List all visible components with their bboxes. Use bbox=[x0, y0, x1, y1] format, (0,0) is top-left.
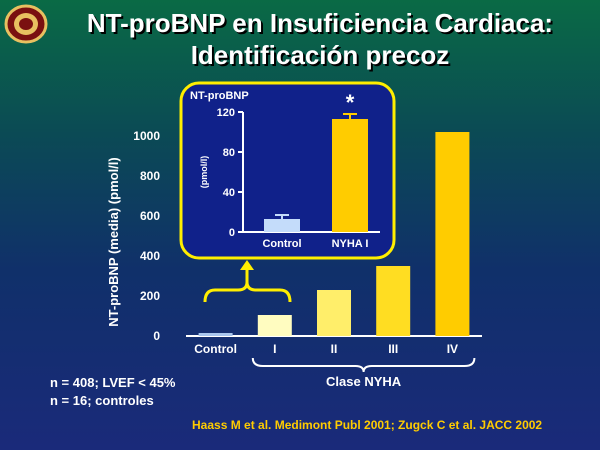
inset-y-tick-label-0: 0 bbox=[229, 227, 235, 239]
main-x-tick-label-4: IV bbox=[447, 342, 458, 356]
main-bar-4 bbox=[435, 132, 470, 336]
sample-size-note-controls: n = 16; controles bbox=[50, 393, 154, 408]
main-y-tick-label-0: 0 bbox=[153, 329, 160, 343]
inset-y-tick-label-3: 120 bbox=[217, 107, 235, 119]
nyha-class-bracket bbox=[251, 357, 476, 373]
inset-title: NT-proBNP bbox=[190, 90, 249, 102]
highlight-arrow-head bbox=[240, 260, 254, 270]
sample-size-note-patients: n = 408; LVEF < 45% bbox=[50, 375, 176, 390]
inset-x-tick-label-0: Control bbox=[262, 238, 301, 250]
main-bar-3 bbox=[376, 266, 411, 336]
main-x-axis-label: Clase NYHA bbox=[326, 374, 402, 389]
main-y-tick-label-3: 600 bbox=[140, 209, 160, 223]
inset-y-tick-label-1: 40 bbox=[223, 187, 235, 199]
main-x-tick-label-3: III bbox=[388, 342, 398, 356]
inset-y-tick-label-2: 80 bbox=[223, 147, 235, 159]
inset-bar-0 bbox=[264, 219, 300, 232]
reference-citation: Haass M et al. Medimont Publ 2001; Zugck… bbox=[192, 418, 543, 432]
main-bar-2 bbox=[317, 290, 351, 336]
inset-x-tick-label-1: NYHA I bbox=[332, 238, 369, 250]
main-x-tick-label-1: I bbox=[273, 342, 276, 356]
main-x-tick-label-2: II bbox=[331, 342, 338, 356]
main-y-tick-label-1: 200 bbox=[140, 289, 160, 303]
slide-title-line1: NT-proBNP en Insuficiencia Cardiaca: bbox=[86, 8, 554, 38]
university-seal-logo bbox=[4, 4, 48, 44]
main-y-tick-label-5: 1000 bbox=[133, 129, 160, 143]
main-bar-0 bbox=[198, 333, 233, 336]
inset-significance-asterisk: * bbox=[346, 90, 355, 115]
main-y-tick-label-4: 800 bbox=[140, 169, 160, 183]
main-y-tick-label-2: 400 bbox=[140, 249, 160, 263]
main-y-axis-label: NT-proBNP (media) (pmol/l) bbox=[106, 157, 121, 326]
highlight-bracket bbox=[203, 281, 292, 303]
main-bar-1 bbox=[257, 315, 292, 336]
inset-bar-1 bbox=[332, 119, 368, 232]
inset-y-axis-label: (pmol/l) bbox=[199, 156, 209, 189]
slide-title-line2: Identificación precoz bbox=[190, 40, 450, 70]
main-x-tick-label-0: Control bbox=[194, 342, 237, 356]
